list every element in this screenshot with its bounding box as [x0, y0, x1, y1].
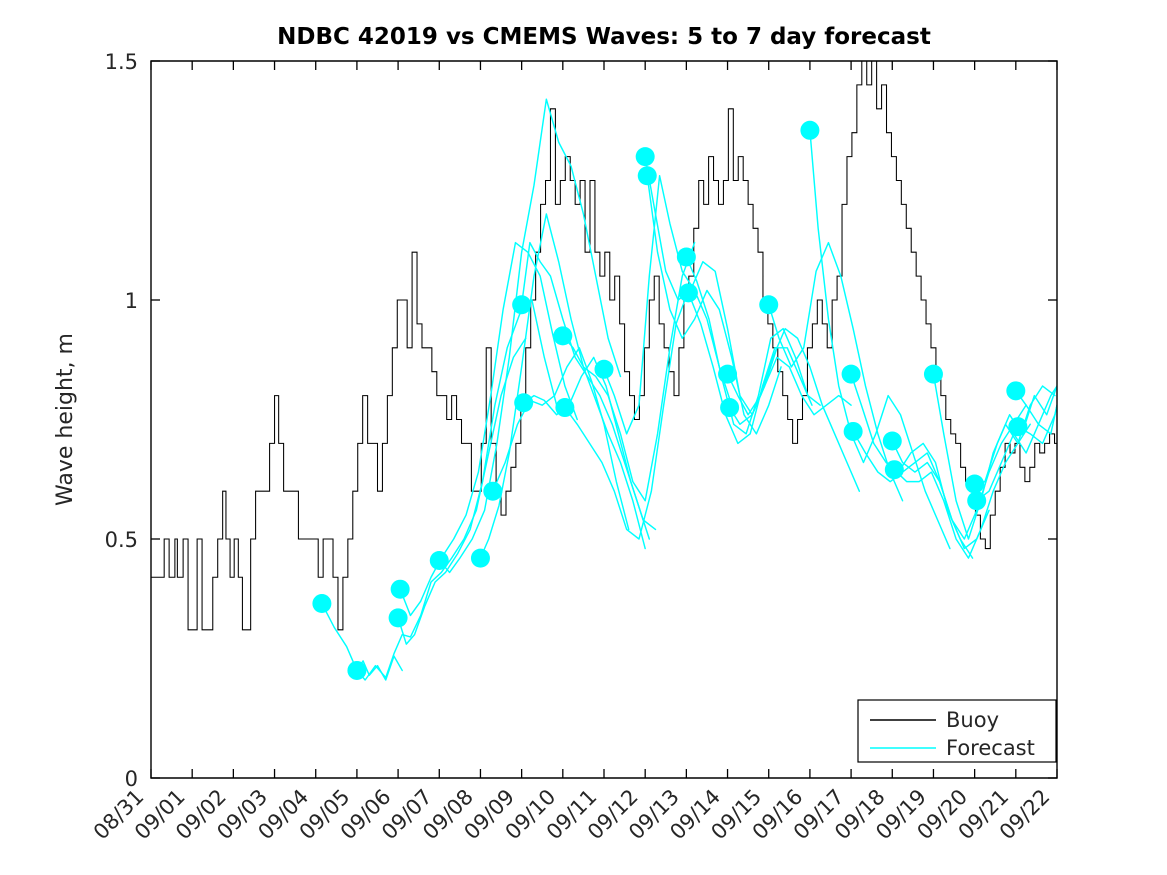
forecast-start-dot: [759, 295, 779, 315]
ytick-label: 0: [125, 767, 138, 791]
series-line-forecast: [1015, 385, 1057, 426]
series-line-forecast: [891, 404, 1027, 540]
forecast-start-dot: [720, 398, 740, 418]
series-line-forecast: [479, 213, 646, 559]
forecast-start-dot: [635, 147, 655, 167]
series-line-forecast: [1017, 404, 1057, 445]
series-line-forecast: [852, 430, 990, 550]
series-line-forecast: [564, 289, 690, 540]
series-line-forecast: [492, 347, 630, 531]
forecast-start-dot: [965, 474, 985, 494]
forecast-start-dot: [884, 460, 904, 480]
forecast-start-dot: [347, 660, 367, 680]
forecast-start-dot: [923, 364, 943, 384]
forecast-start-dot: [967, 491, 987, 511]
forecast-start-dot: [514, 393, 534, 413]
forecast-start-dot: [841, 364, 861, 384]
series-line-forecast: [932, 373, 1056, 540]
forecast-start-dot: [553, 326, 573, 346]
forecast-start-dot: [512, 295, 532, 315]
series-line-buoy: [151, 61, 1057, 631]
forecast-start-dot: [594, 359, 614, 379]
forecast-start-dot: [312, 594, 332, 614]
series-line-forecast: [522, 356, 657, 531]
forecast-start-dot: [1008, 417, 1028, 437]
forecast-start-dot: [1006, 381, 1026, 401]
forecast-start-dot: [390, 579, 410, 599]
forecast-start-dot: [555, 398, 575, 418]
series-line-forecast: [728, 356, 852, 426]
y-axis-label: Wave height, m: [53, 333, 78, 506]
series-line-forecast: [809, 129, 951, 550]
series-line-forecast: [321, 602, 403, 681]
series-line-forecast: [893, 423, 1031, 559]
series-line-forecast: [356, 337, 527, 681]
forecast-start-dot: [676, 247, 696, 267]
legend-box: [857, 699, 1057, 763]
series-line-forecast: [397, 299, 558, 645]
ytick-label: 1.5: [105, 50, 138, 74]
axis-frame: [150, 60, 1058, 779]
legend-label-forecast: Forecast: [946, 736, 1035, 760]
series-line-forecast: [646, 174, 782, 435]
series-line-forecast: [520, 241, 651, 540]
series-line-forecast: [975, 404, 1057, 502]
plot-data-layer: [151, 61, 1057, 681]
series-line-forecast: [399, 241, 578, 617]
series-line-forecast: [726, 327, 861, 492]
forecast-start-dot: [843, 421, 863, 441]
series-line-forecast: [438, 98, 622, 574]
series-line-forecast: [603, 174, 733, 435]
forecast-start-dot: [678, 283, 698, 303]
series-line-forecast: [562, 241, 696, 502]
forecast-start-dot: [800, 120, 820, 140]
series-line-forecast: [687, 292, 813, 445]
forecast-start-dot: [718, 364, 738, 384]
forecast-start-dot: [429, 551, 449, 571]
forecast-start-dot: [882, 431, 902, 451]
ytick-label: 0.5: [105, 528, 138, 552]
forecast-start-dot: [470, 548, 490, 568]
ytick-label: 1: [125, 289, 138, 313]
series-line-forecast: [768, 241, 904, 502]
forecast-start-dot: [637, 166, 657, 186]
chart-title: NDBC 42019 vs CMEMS Waves: 5 to 7 day fo…: [277, 24, 931, 50]
legend-label-buoy: Buoy: [946, 708, 999, 732]
forecast-start-dot: [388, 608, 408, 628]
forecast-start-dot: [483, 481, 503, 501]
